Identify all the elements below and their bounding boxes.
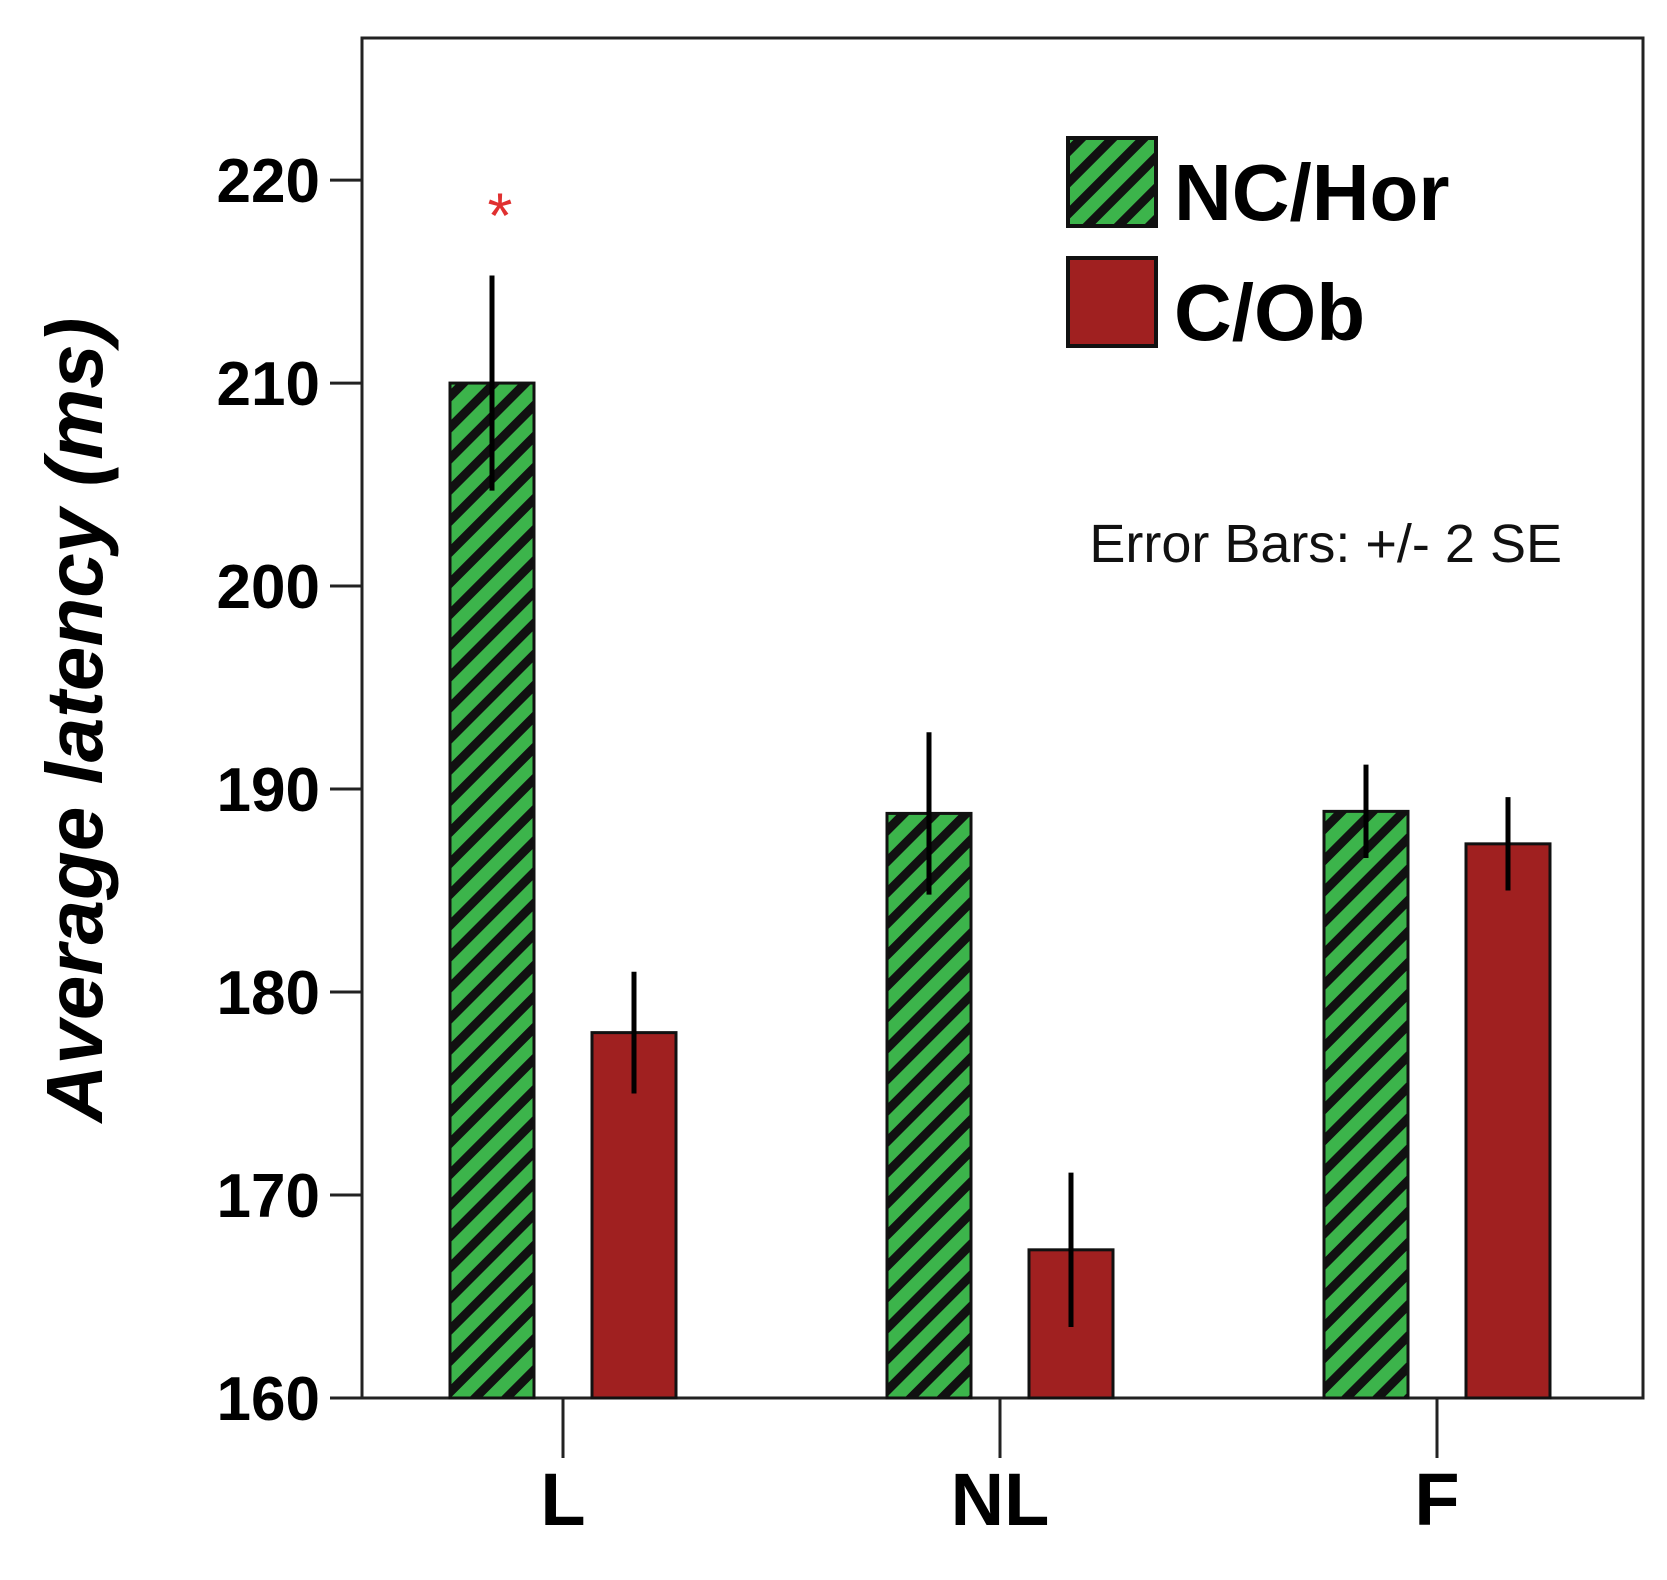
legend-swatch-NC/Hor bbox=[1066, 136, 1158, 228]
y-tick-label: 170 bbox=[217, 1162, 320, 1231]
bars: * bbox=[448, 179, 1552, 1400]
plot-border bbox=[360, 36, 1645, 1400]
y-tick-label: 180 bbox=[217, 959, 320, 1028]
x-tick-label-L: L bbox=[540, 1458, 585, 1541]
y-tick-label: 160 bbox=[217, 1365, 320, 1434]
significance-asterisk: * bbox=[488, 179, 513, 251]
bar-NC/Hor-L bbox=[448, 381, 536, 1400]
legend: NC/Hor C/Ob bbox=[1066, 136, 1450, 357]
bar-C/Ob-L bbox=[590, 1031, 678, 1400]
x-axis: L NL F bbox=[540, 1398, 1460, 1541]
legend-label-C/Ob: C/Ob bbox=[1174, 268, 1365, 357]
legend-label-NC/Hor: NC/Hor bbox=[1174, 148, 1450, 237]
bar-NC/Hor-NL bbox=[885, 811, 973, 1400]
x-tick-label-NL: NL bbox=[951, 1458, 1050, 1541]
y-tick-label: 220 bbox=[217, 147, 320, 216]
y-tick-label: 190 bbox=[217, 756, 320, 825]
x-tick-label-F: F bbox=[1414, 1458, 1459, 1541]
y-tick-label: 210 bbox=[217, 350, 320, 419]
error-bars-note: Error Bars: +/- 2 SE bbox=[1089, 514, 1562, 574]
bar-NC/Hor-F bbox=[1322, 809, 1410, 1400]
y-axis: 160 170 180 190 200 210 220 bbox=[217, 147, 362, 1434]
bar-C/Ob-F bbox=[1464, 842, 1552, 1400]
y-axis-title: Average latency (ms) bbox=[30, 318, 119, 1125]
legend-swatch-C/Ob bbox=[1066, 256, 1158, 348]
y-tick-label: 200 bbox=[217, 553, 320, 622]
plot-frame bbox=[360, 36, 1645, 1400]
